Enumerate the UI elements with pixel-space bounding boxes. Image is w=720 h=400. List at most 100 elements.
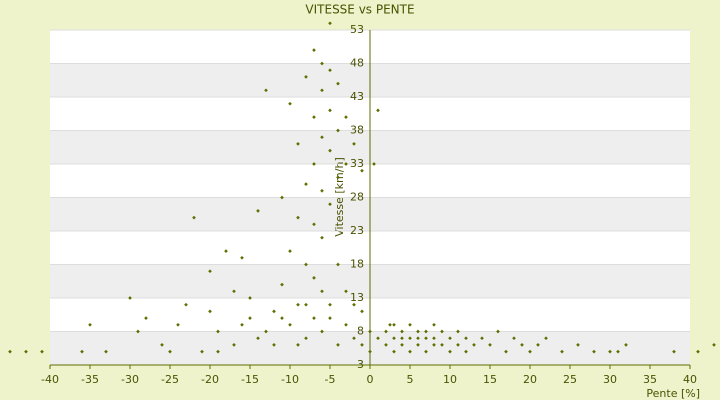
point — [344, 289, 348, 294]
point — [24, 349, 28, 354]
point — [304, 336, 308, 341]
point — [296, 142, 300, 146]
x-tick-label: 15 — [483, 373, 497, 386]
point — [592, 349, 596, 354]
x-tick-label: -40 — [41, 373, 59, 386]
point — [456, 343, 460, 347]
point — [400, 329, 404, 334]
point — [288, 322, 292, 327]
point — [160, 343, 164, 347]
point — [312, 316, 316, 320]
x-tick-label: -25 — [161, 373, 179, 386]
point — [248, 296, 252, 300]
point — [208, 269, 212, 274]
point — [696, 349, 700, 354]
point — [424, 336, 428, 341]
point — [388, 322, 392, 327]
y-tick-label: 23 — [350, 224, 364, 237]
point — [272, 309, 276, 314]
point — [480, 336, 484, 341]
y-tick-label: 13 — [350, 291, 364, 304]
point — [288, 249, 292, 253]
point — [440, 343, 444, 347]
point — [528, 349, 532, 354]
point — [216, 349, 220, 354]
point — [464, 349, 468, 354]
point — [400, 336, 404, 341]
point — [368, 349, 372, 354]
point — [384, 329, 388, 334]
point — [672, 349, 676, 354]
point — [416, 336, 420, 341]
x-tick-label: 0 — [367, 373, 374, 386]
point — [360, 309, 364, 314]
point — [232, 343, 236, 347]
point — [304, 75, 308, 79]
point — [304, 182, 308, 186]
y-tick-label: 53 — [350, 23, 364, 36]
point — [496, 329, 500, 334]
point — [40, 349, 44, 354]
point — [416, 329, 420, 334]
x-tick-label: 10 — [443, 373, 457, 386]
point — [408, 349, 412, 354]
point — [280, 316, 284, 320]
point — [256, 209, 260, 213]
point — [280, 282, 284, 287]
point — [424, 329, 428, 334]
point — [296, 302, 300, 307]
point — [544, 336, 548, 341]
point — [712, 343, 716, 347]
point — [328, 21, 332, 26]
point — [372, 162, 376, 166]
point — [344, 322, 348, 327]
x-tick-label: -20 — [201, 373, 219, 386]
point — [336, 175, 340, 180]
point — [296, 343, 300, 347]
x-tick-label: -5 — [325, 373, 336, 386]
point — [376, 108, 380, 113]
point — [376, 336, 380, 341]
point — [432, 336, 436, 341]
point — [312, 162, 316, 166]
point — [264, 329, 268, 334]
point — [512, 336, 516, 341]
point — [336, 343, 340, 347]
y-tick-label: 33 — [350, 157, 364, 170]
point — [248, 316, 252, 320]
point — [176, 322, 180, 327]
point — [576, 343, 580, 347]
point — [392, 322, 396, 327]
point — [144, 316, 148, 320]
point — [360, 343, 364, 347]
point — [272, 343, 276, 347]
point — [304, 302, 308, 307]
point — [8, 349, 12, 354]
y-tick-label: 8 — [357, 325, 364, 338]
point — [240, 322, 244, 327]
point — [336, 262, 340, 267]
point — [328, 302, 332, 307]
point — [320, 329, 324, 334]
point — [432, 343, 436, 347]
point — [536, 343, 540, 347]
y-tick-label: 28 — [350, 191, 364, 204]
point — [280, 195, 284, 200]
x-tick-label: 20 — [523, 373, 537, 386]
point — [432, 322, 436, 327]
point — [408, 322, 412, 327]
point — [408, 336, 412, 341]
point — [328, 108, 332, 113]
point — [216, 329, 220, 334]
point — [608, 349, 612, 354]
x-tick-label: 35 — [643, 373, 657, 386]
point — [80, 349, 84, 354]
point — [136, 329, 140, 334]
point — [192, 215, 196, 220]
x-tick-label: -15 — [241, 373, 259, 386]
x-tick-label: 30 — [603, 373, 617, 386]
point — [128, 296, 132, 300]
point — [448, 349, 452, 354]
point — [320, 235, 324, 240]
